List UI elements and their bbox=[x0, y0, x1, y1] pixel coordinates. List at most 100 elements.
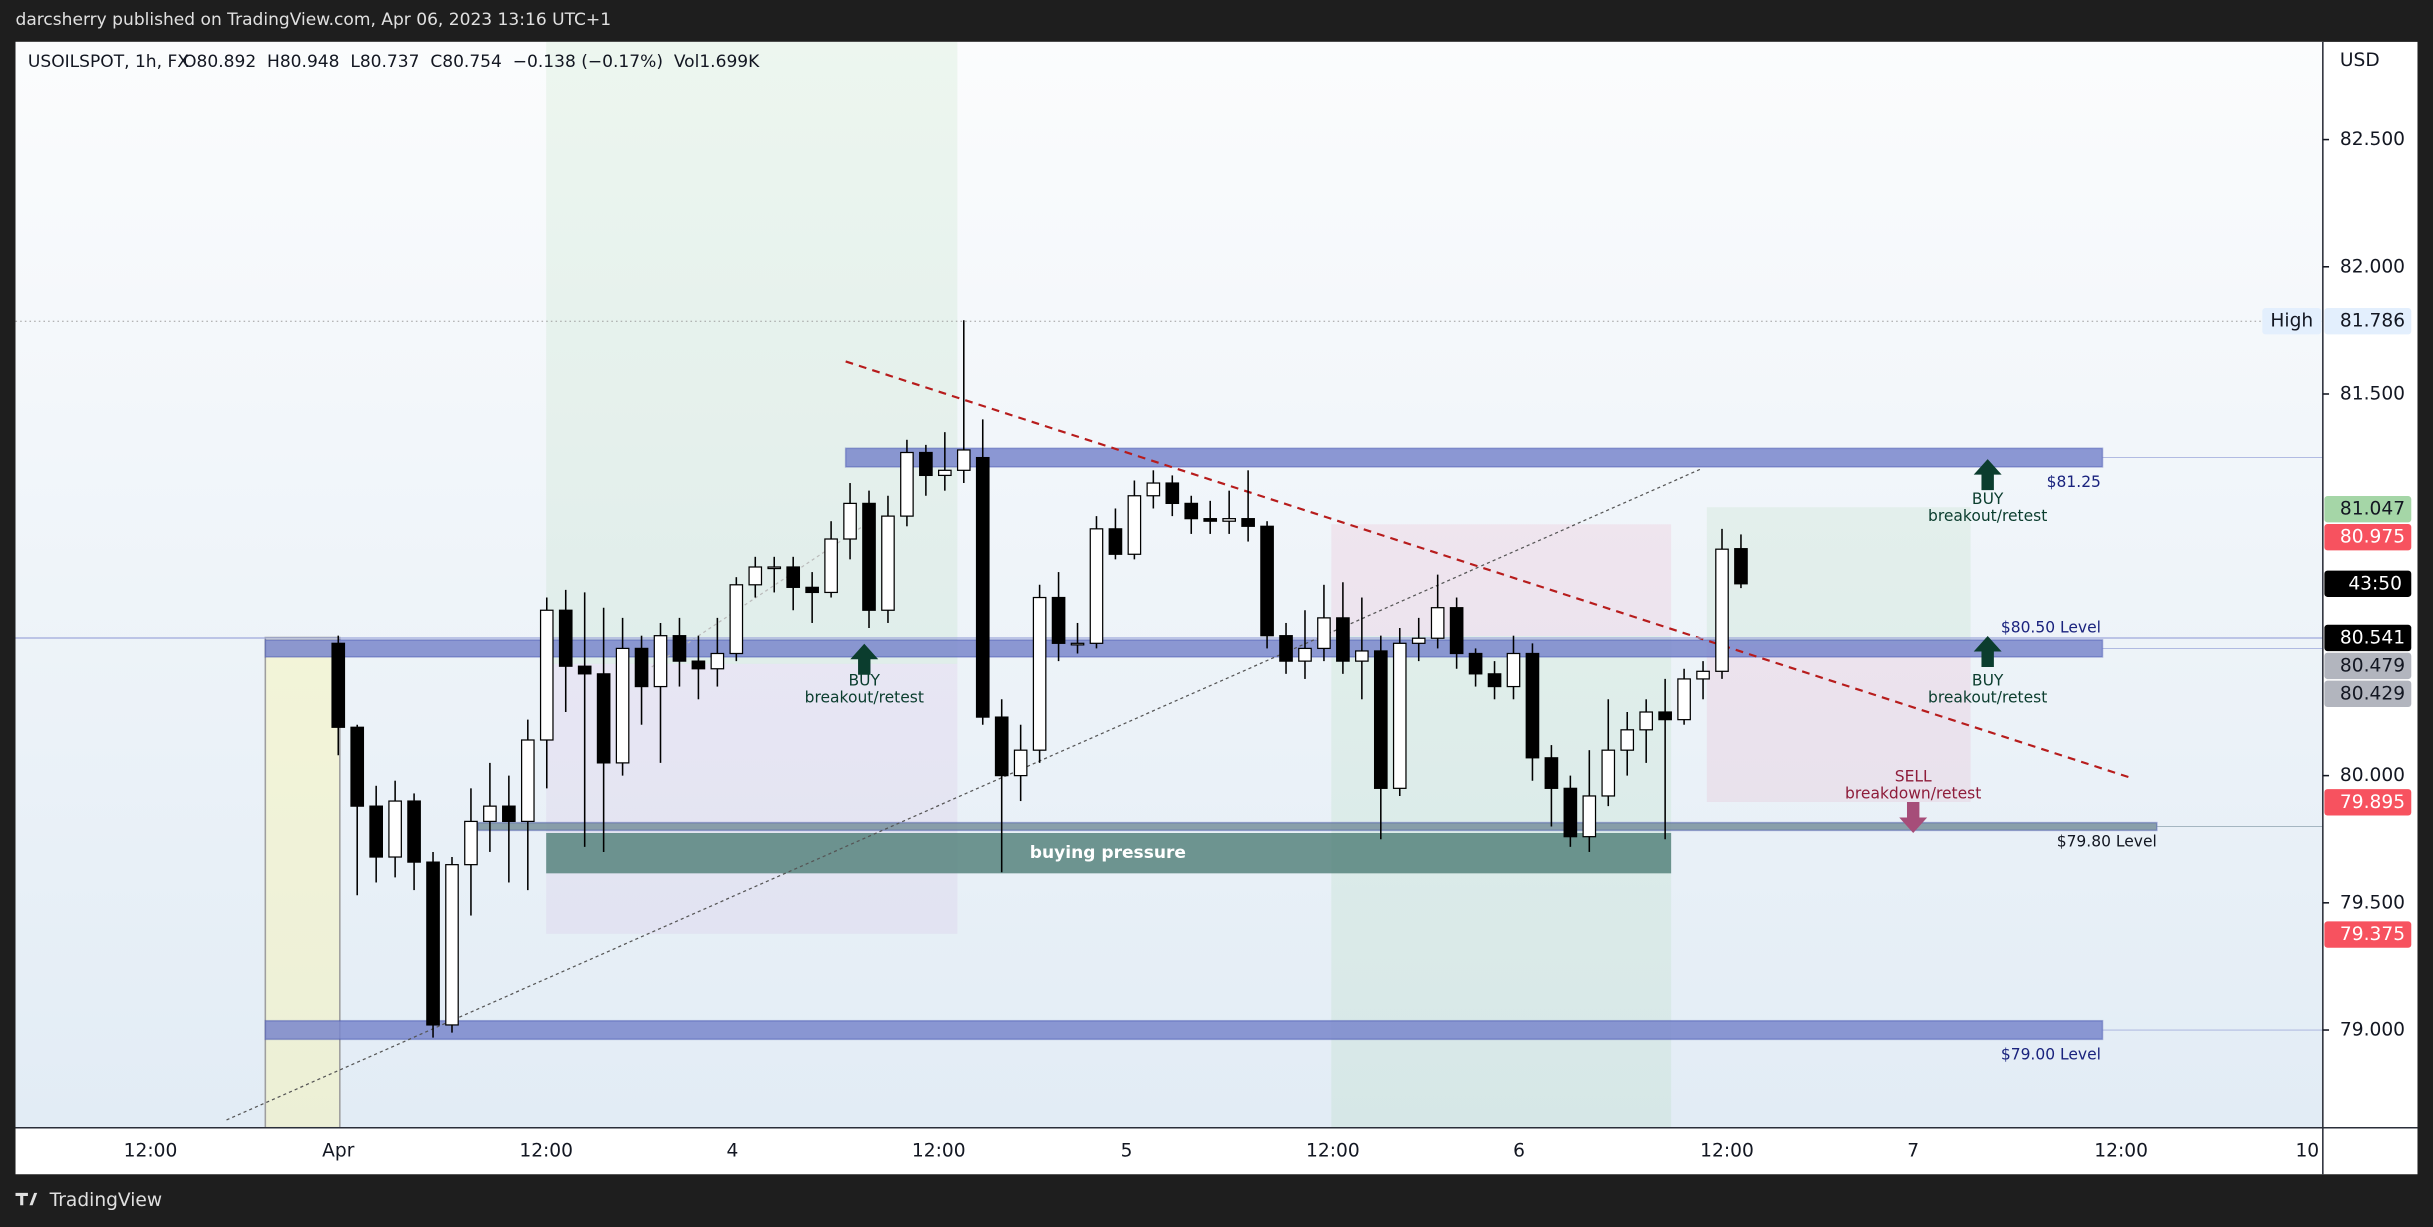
price-badge-label: 80.975 bbox=[2340, 527, 2405, 548]
candles bbox=[331, 320, 1748, 1038]
x-tick-label: 6 bbox=[1513, 1140, 1525, 1161]
candle-body bbox=[729, 584, 744, 655]
level-label: $81.25 bbox=[2047, 473, 2101, 491]
y-tick-label: 82.500 bbox=[2340, 129, 2405, 150]
candle-body bbox=[1089, 528, 1104, 644]
candle-body bbox=[1658, 711, 1672, 721]
signal-arrow bbox=[1899, 801, 1928, 833]
candle-body bbox=[710, 652, 725, 670]
candle-body bbox=[1355, 650, 1369, 662]
brand-name: TradingView bbox=[49, 1190, 162, 1211]
trend-line bbox=[651, 526, 862, 668]
signal-note: breakout/retest bbox=[1928, 507, 2047, 525]
plot-area bbox=[15, 41, 2323, 1128]
candle-body bbox=[502, 805, 516, 823]
price-badge-label: 81.786 bbox=[2340, 311, 2405, 332]
signal-arrow bbox=[1973, 459, 2002, 491]
signal-label: BUY bbox=[1972, 490, 2004, 508]
brand: TradingView bbox=[15, 1190, 162, 1211]
candle-body bbox=[1317, 617, 1331, 650]
level-label: $79.80 Level bbox=[2057, 833, 2157, 851]
candle-body bbox=[1336, 617, 1350, 662]
candle-body bbox=[691, 660, 706, 670]
candle-body bbox=[1506, 652, 1521, 688]
candle-body bbox=[956, 449, 971, 471]
candle-body bbox=[938, 469, 952, 477]
candle-body bbox=[539, 609, 554, 741]
x-tick-label: 4 bbox=[726, 1140, 738, 1161]
x-tick-label: 5 bbox=[1121, 1140, 1133, 1161]
candle-body bbox=[331, 642, 346, 728]
price-badge-label: 80.429 bbox=[2340, 683, 2405, 704]
candle-body bbox=[1373, 650, 1388, 789]
candle-body bbox=[786, 566, 801, 588]
x-tick-label: 12:00 bbox=[124, 1140, 178, 1161]
level-label: $79.00 Level bbox=[2001, 1045, 2101, 1063]
candle-body bbox=[1544, 757, 1559, 789]
signal-arrow bbox=[1973, 635, 2002, 668]
candle-body bbox=[1468, 652, 1483, 675]
candle-body bbox=[1165, 482, 1180, 505]
y-tick-label: 79.000 bbox=[2340, 1020, 2405, 1041]
candle-body bbox=[748, 566, 763, 586]
candle-body bbox=[426, 861, 440, 1026]
candle-body bbox=[483, 805, 497, 823]
quote-label: O80.892 H80.948 L80.737 C80.754 −0.138 (… bbox=[183, 52, 760, 72]
buying-pressure: buying pressure bbox=[546, 832, 1672, 874]
price-badge bbox=[2324, 921, 2412, 948]
price-badge bbox=[2324, 789, 2412, 816]
zones bbox=[264, 41, 1971, 1129]
x-tick-label: 12:00 bbox=[912, 1140, 966, 1161]
price-badge bbox=[2324, 624, 2412, 652]
zone-pink bbox=[1706, 643, 1971, 802]
candle-body bbox=[1203, 518, 1218, 522]
candle-body bbox=[862, 502, 876, 611]
buying-pressure-box bbox=[546, 832, 1672, 874]
high-label: High bbox=[2270, 311, 2313, 332]
brand-logo bbox=[15, 1192, 38, 1206]
guides bbox=[15, 320, 2323, 639]
candle-body bbox=[672, 635, 687, 662]
price-badge bbox=[2324, 652, 2412, 680]
candle-body bbox=[1582, 795, 1597, 838]
price-badge bbox=[2324, 308, 2412, 335]
x-tick-label: 12:00 bbox=[1306, 1140, 1360, 1161]
signal-label: BUY bbox=[849, 671, 881, 689]
candle-body bbox=[558, 609, 573, 667]
candle-body bbox=[1734, 548, 1748, 585]
candle-body bbox=[1222, 518, 1236, 522]
level-band bbox=[264, 1019, 2104, 1041]
x-tick-label: 12:00 bbox=[2094, 1140, 2148, 1161]
trend-line-red bbox=[845, 360, 2134, 780]
price-badge-label: 81.047 bbox=[2340, 499, 2405, 520]
signal-note: breakdown/retest bbox=[1845, 785, 1981, 803]
candle-body bbox=[1051, 596, 1066, 644]
candle-body bbox=[1601, 749, 1616, 797]
candle-body bbox=[615, 647, 630, 764]
candle-body bbox=[1639, 711, 1654, 731]
candle-body bbox=[369, 805, 383, 858]
y-tick-label: 80.000 bbox=[2340, 765, 2405, 786]
price-badge bbox=[2324, 523, 2412, 551]
candle-body bbox=[843, 502, 857, 540]
candle-body bbox=[1411, 637, 1426, 644]
candle-body bbox=[1108, 528, 1123, 555]
trend-lines bbox=[226, 360, 2134, 1121]
signal-label: BUY bbox=[1972, 671, 2004, 689]
candle-body bbox=[767, 566, 782, 570]
candle-body bbox=[900, 451, 914, 517]
candle-body bbox=[653, 635, 668, 688]
candle-body bbox=[824, 538, 838, 594]
level-label: $80.50 Level bbox=[2001, 619, 2101, 637]
candle-body bbox=[464, 820, 478, 866]
zone-green bbox=[1706, 507, 1971, 644]
x-tick-label: 7 bbox=[1907, 1140, 1919, 1161]
candle-body bbox=[350, 726, 365, 807]
price-badge-label: 79.895 bbox=[2340, 792, 2405, 813]
signal-note: breakout/retest bbox=[1928, 689, 2047, 707]
price-badge-label: 80.479 bbox=[2340, 655, 2405, 676]
currency-label: USD bbox=[2340, 50, 2380, 71]
candle-body bbox=[1260, 525, 1274, 637]
candle-body bbox=[1392, 642, 1407, 789]
